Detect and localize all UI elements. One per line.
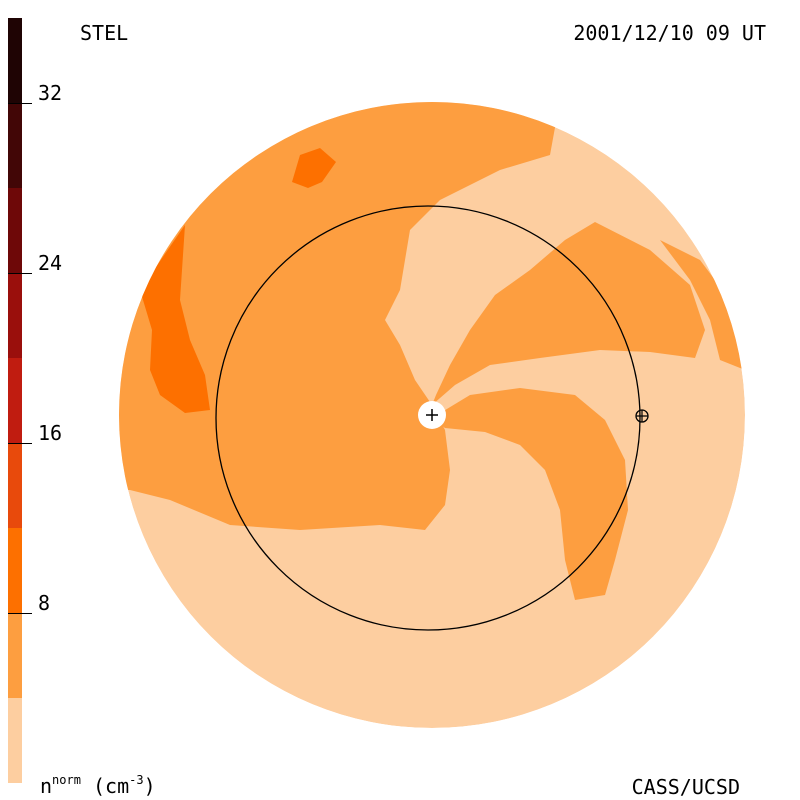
colorbar-tick-8	[8, 613, 32, 614]
orbit-circle	[215, 205, 641, 631]
density-region-mid-main	[119, 102, 560, 530]
colorbar-level-5	[8, 273, 22, 358]
colorbar-tick-label-32: 32	[38, 81, 63, 105]
sun-marker-icon	[426, 409, 438, 421]
earth-marker-icon	[635, 409, 649, 423]
colorbar-level-3	[8, 443, 22, 528]
colorbar-level-6	[8, 188, 22, 273]
density-region-high-left	[140, 225, 210, 413]
colorbar-tick-32	[8, 103, 32, 104]
colorbar-level-7	[8, 103, 22, 188]
datetime-label: 2001/12/10 09 UT	[573, 21, 766, 45]
colorbar-tick-label-24: 24	[38, 251, 63, 275]
credit-label: CASS/UCSD	[631, 775, 740, 799]
density-region-mid-right-edge	[660, 240, 745, 370]
instrument-label: STEL	[80, 21, 129, 45]
density-region-high-top	[292, 148, 336, 188]
density-region-mid-arm-lower	[432, 388, 628, 600]
colorbar-tick-24	[8, 273, 32, 274]
colorbar-level-0	[8, 698, 22, 783]
colorbar-level-8	[8, 18, 22, 103]
colorbar-tick-16	[8, 443, 32, 444]
colorbar-level-4	[8, 358, 22, 443]
colorbar-tick-label-8: 8	[38, 591, 51, 615]
density-region-mid-arm-upper	[432, 222, 705, 405]
colorbar-level-2	[8, 528, 22, 613]
colorbar-level-1	[8, 613, 22, 698]
colorbar: 8 16 24 32	[8, 18, 62, 783]
colorbar-tick-label-16: 16	[38, 421, 63, 445]
colorbar-unit-label: nnorm (cm-3)	[40, 773, 156, 798]
